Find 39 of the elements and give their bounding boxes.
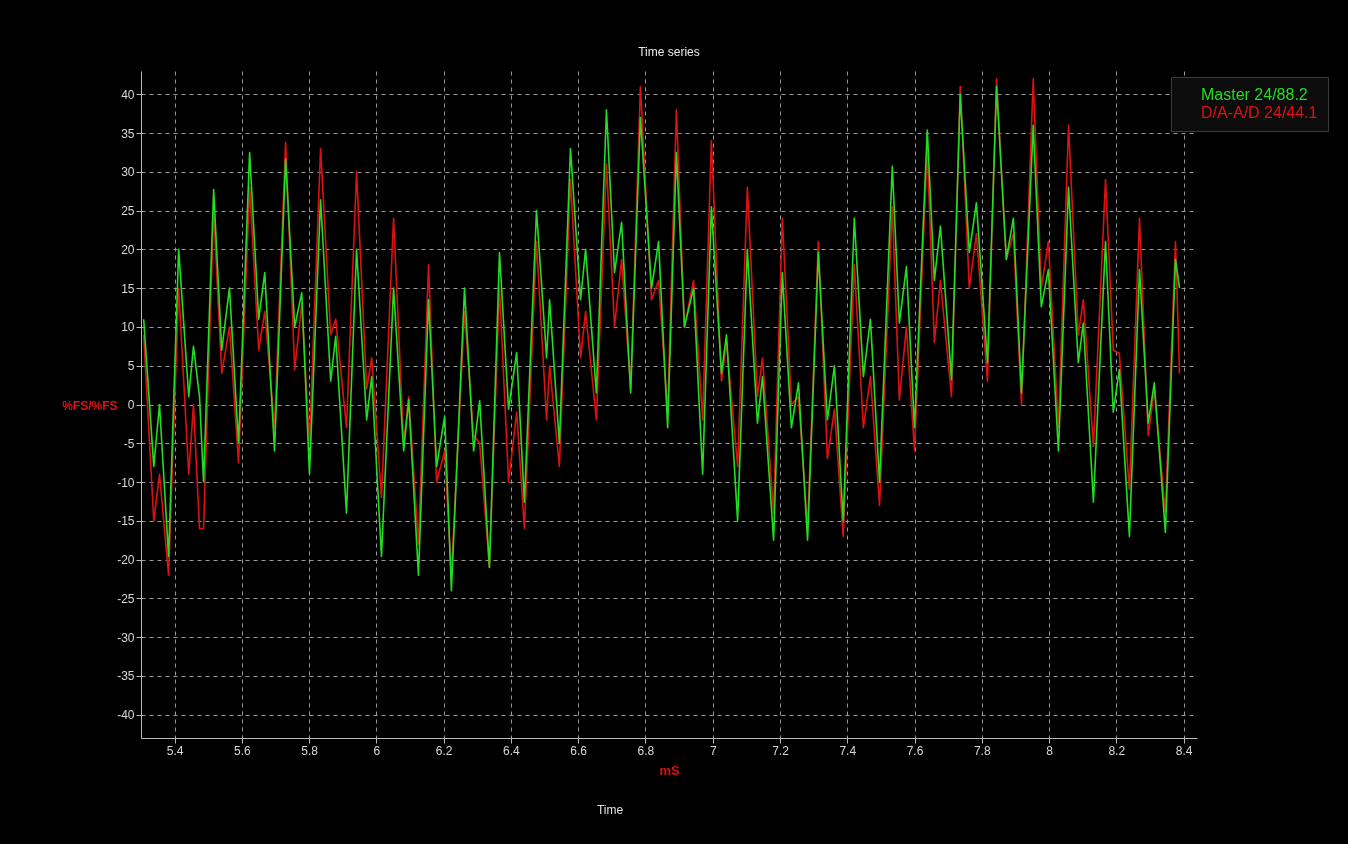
- x-tick-label: 6: [373, 743, 381, 758]
- y-tick-label: -30: [117, 630, 135, 645]
- x-tick-label: 7.6: [906, 743, 924, 758]
- y-tick-label: -20: [117, 553, 135, 568]
- y-tick-label: -25: [117, 591, 135, 606]
- y-tick-label: 25: [121, 204, 135, 219]
- x-tick-label: 6.8: [637, 743, 655, 758]
- text: D/A-A/D 24/44.1: [1201, 104, 1318, 121]
- x-tick-label: 7.8: [973, 743, 991, 758]
- x-tick-label: 6.2: [435, 743, 453, 758]
- y-tick-label: 15: [121, 281, 135, 296]
- y-tick-label: 40: [121, 87, 135, 102]
- x-axis-title: mS: [659, 762, 680, 778]
- y-tick-label: 30: [121, 165, 135, 180]
- text: Time: [596, 803, 624, 817]
- y-axis-title: %FS/%FS: [62, 398, 118, 413]
- x-tick-label: 5.6: [234, 743, 252, 758]
- x-tick-label: 8.2: [1108, 743, 1126, 758]
- text: Master 24/88.2: [1201, 86, 1308, 103]
- x-tick-label: 7.2: [772, 743, 790, 758]
- y-tick-label: -35: [117, 669, 135, 684]
- y-tick-label: -5: [123, 436, 135, 451]
- chart-title: Time series: [638, 45, 700, 59]
- y-tick-label: 10: [121, 320, 135, 335]
- y-tick-label: 0: [127, 398, 135, 412]
- y-tick-label: 35: [121, 126, 135, 141]
- x-tick-label: 5.8: [301, 743, 319, 758]
- y-tick-label: -40: [117, 708, 135, 723]
- x-tick-label: 7.4: [839, 743, 857, 758]
- x-tick-label: 8.4: [1175, 743, 1193, 758]
- y-tick-label: 5: [127, 359, 135, 374]
- y-tick-label: -15: [117, 514, 135, 529]
- x-tick-label: 6.4: [503, 743, 521, 758]
- x-tick-label: 5.4: [166, 743, 184, 758]
- y-tick-label: 20: [121, 242, 135, 257]
- x-tick-label: 6.6: [570, 743, 588, 758]
- y-tick-label: -10: [117, 475, 135, 490]
- x-tick-label: 7: [709, 743, 717, 758]
- x-tick-label: 8: [1046, 743, 1054, 758]
